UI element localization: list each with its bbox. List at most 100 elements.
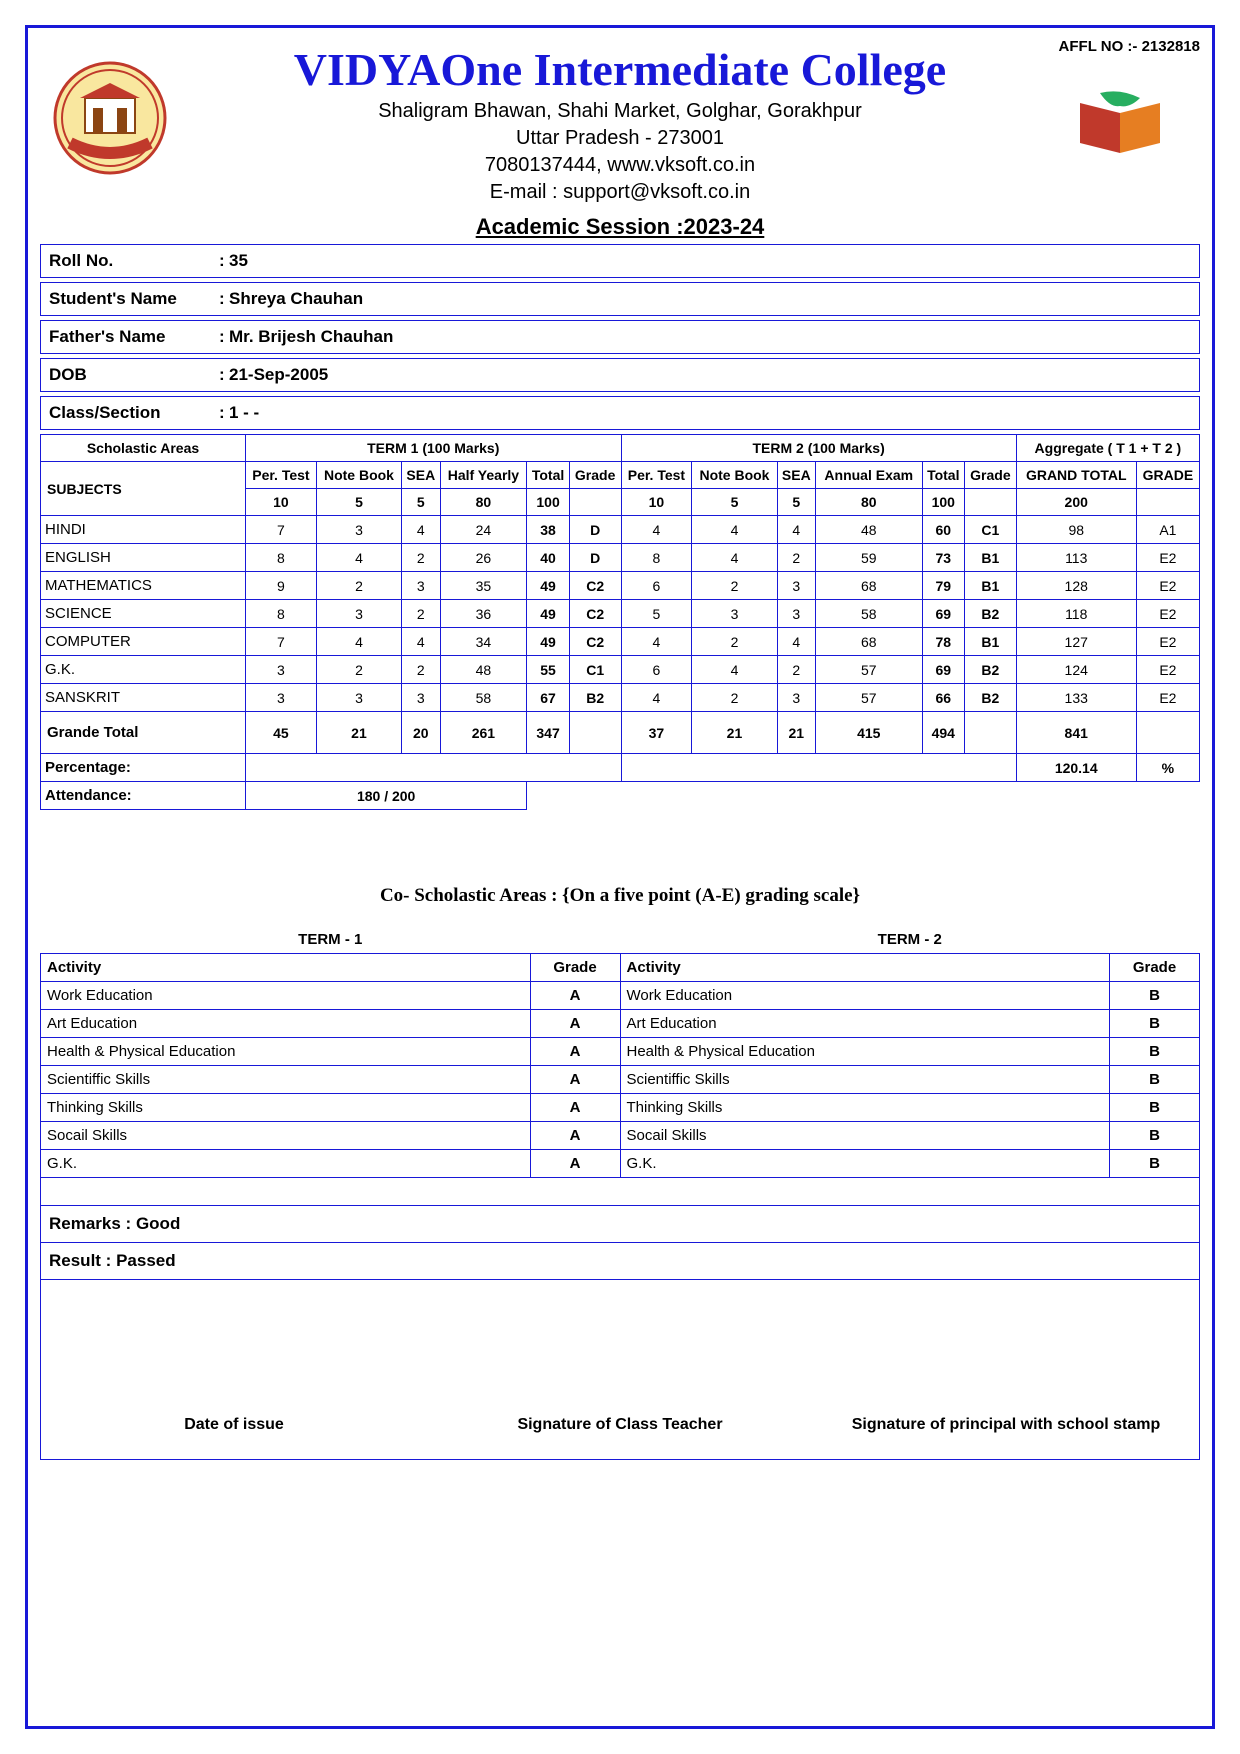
t2-cell: 60 xyxy=(922,516,965,544)
t1-cell: 49 xyxy=(527,628,570,656)
t1-cell: 55 xyxy=(527,656,570,684)
t2-cell: 58 xyxy=(816,600,923,628)
hdr-t1-nb: Note Book xyxy=(316,462,401,489)
att-value: 180 / 200 xyxy=(246,782,527,810)
phone-web: 7080137444, www.vksoft.co.in xyxy=(40,152,1200,179)
t1-cell: C2 xyxy=(569,628,621,656)
t2-cell: 3 xyxy=(692,600,777,628)
t1-cell: 2 xyxy=(316,572,401,600)
t2-cell: 78 xyxy=(922,628,965,656)
t1-cell: 3 xyxy=(402,572,440,600)
agg-cell: 133 xyxy=(1016,684,1136,712)
subject-row: HINDI 7342438D 4444860C1 98A1 xyxy=(41,516,1200,544)
remarks-row: Remarks : Good xyxy=(40,1206,1200,1243)
affl-no: AFFL NO :- 2132818 xyxy=(1059,38,1200,55)
t2-cell: 4 xyxy=(692,516,777,544)
book-logo-icon xyxy=(1070,88,1170,158)
co-grade1: A xyxy=(530,1038,620,1066)
t1-cell: 7 xyxy=(246,516,317,544)
subject-row: G.K. 3224855C1 6425769B2 124E2 xyxy=(41,656,1200,684)
t1-cell: 7 xyxy=(246,628,317,656)
co-act1: Art Education xyxy=(41,1010,531,1038)
t2-cell: 8 xyxy=(621,544,692,572)
info-class: Class/Section : 1 - - xyxy=(40,396,1200,430)
co-act2: Work Education xyxy=(620,982,1110,1010)
t2-cell: 4 xyxy=(692,656,777,684)
percentage-row: Percentage: 120.14 % xyxy=(41,754,1200,782)
co-table: TERM - 1 TERM - 2 Activity Grade Activit… xyxy=(40,925,1200,1206)
t1-cell: C2 xyxy=(569,600,621,628)
info-father: Father's Name : Mr. Brijesh Chauhan xyxy=(40,320,1200,354)
t1-cell: 2 xyxy=(316,656,401,684)
t2-cell: 68 xyxy=(816,572,923,600)
co-row: Art Education A Art Education B xyxy=(41,1010,1200,1038)
t1-cell: 24 xyxy=(440,516,527,544)
remarks-label: Remarks : xyxy=(49,1214,131,1233)
pct-value: 120.14 xyxy=(1016,754,1136,782)
co-grade1: A xyxy=(530,1094,620,1122)
t2-cell: 4 xyxy=(621,628,692,656)
t1-cell: 8 xyxy=(246,600,317,628)
session: Academic Session :2023-24 xyxy=(40,214,1200,240)
agg-cell: E2 xyxy=(1136,684,1199,712)
hdr-t2-ae: Annual Exam xyxy=(816,462,923,489)
t1-cell: 40 xyxy=(527,544,570,572)
t2-cell: 57 xyxy=(816,656,923,684)
t2-cell: 79 xyxy=(922,572,965,600)
subject-row: COMPUTER 7443449C2 4246878B1 127E2 xyxy=(41,628,1200,656)
result-value: Passed xyxy=(116,1251,176,1270)
t2-cell: 66 xyxy=(922,684,965,712)
hdr-t2-nb: Note Book xyxy=(692,462,777,489)
co-body: Work Education A Work Education B Art Ed… xyxy=(41,982,1200,1178)
t2-cell: 59 xyxy=(816,544,923,572)
t2-cell: 69 xyxy=(922,656,965,684)
name-label: Student's Name xyxy=(49,289,219,309)
t1-cell: 2 xyxy=(402,544,440,572)
t2-cell: 4 xyxy=(777,516,815,544)
hdr-t2-gr: Grade xyxy=(965,462,1017,489)
pct-unit: % xyxy=(1136,754,1199,782)
co-grade2: B xyxy=(1110,1094,1200,1122)
t1-cell: 4 xyxy=(316,544,401,572)
affl-label: AFFL NO :- xyxy=(1059,38,1138,55)
t2-cell: 2 xyxy=(692,684,777,712)
co-grade1: A xyxy=(530,1122,620,1150)
t1-cell: 4 xyxy=(402,516,440,544)
co-title: Co- Scholastic Areas : {On a five point … xyxy=(40,885,1200,907)
co-act2: Scientiffic Skills xyxy=(620,1066,1110,1094)
hdr-t1-pt: Per. Test xyxy=(246,462,317,489)
t2-cell: B1 xyxy=(965,572,1017,600)
t2-cell: 6 xyxy=(621,656,692,684)
name-value: Shreya Chauhan xyxy=(229,289,363,309)
info-name: Student's Name : Shreya Chauhan xyxy=(40,282,1200,316)
t2-cell: 2 xyxy=(777,544,815,572)
sig-date: Date of issue xyxy=(41,1416,427,1459)
co-act2: Thinking Skills xyxy=(620,1094,1110,1122)
co-row: Thinking Skills A Thinking Skills B xyxy=(41,1094,1200,1122)
co-grade2: B xyxy=(1110,1150,1200,1178)
t2-cell: 3 xyxy=(777,684,815,712)
class-value: 1 - - xyxy=(229,403,259,423)
co-hdr-grade1: Grade xyxy=(530,954,620,982)
t1-cell: C2 xyxy=(569,572,621,600)
co-act2: Art Education xyxy=(620,1010,1110,1038)
t1-cell: D xyxy=(569,544,621,572)
subject-name: G.K. xyxy=(41,656,246,684)
school-logo-icon xyxy=(50,58,170,178)
co-row: Scientiffic Skills A Scientiffic Skills … xyxy=(41,1066,1200,1094)
t1-cell: 58 xyxy=(440,684,527,712)
t2-cell: 4 xyxy=(621,684,692,712)
result-row: Result : Passed xyxy=(40,1243,1200,1280)
hdr-aggregate: Aggregate ( T 1 + T 2 ) xyxy=(1016,435,1199,462)
agg-cell: 113 xyxy=(1016,544,1136,572)
agg-cell: A1 xyxy=(1136,516,1199,544)
address-line2: Uttar Pradesh - 273001 xyxy=(40,125,1200,152)
roll-label: Roll No. xyxy=(49,251,219,271)
co-grade1: A xyxy=(530,1150,620,1178)
t2-cell: 4 xyxy=(692,544,777,572)
t1-cell: C1 xyxy=(569,656,621,684)
t2-cell: 4 xyxy=(621,516,692,544)
t2-cell: 57 xyxy=(816,684,923,712)
co-grade2: B xyxy=(1110,982,1200,1010)
hdr-t2-tot: Total xyxy=(922,462,965,489)
